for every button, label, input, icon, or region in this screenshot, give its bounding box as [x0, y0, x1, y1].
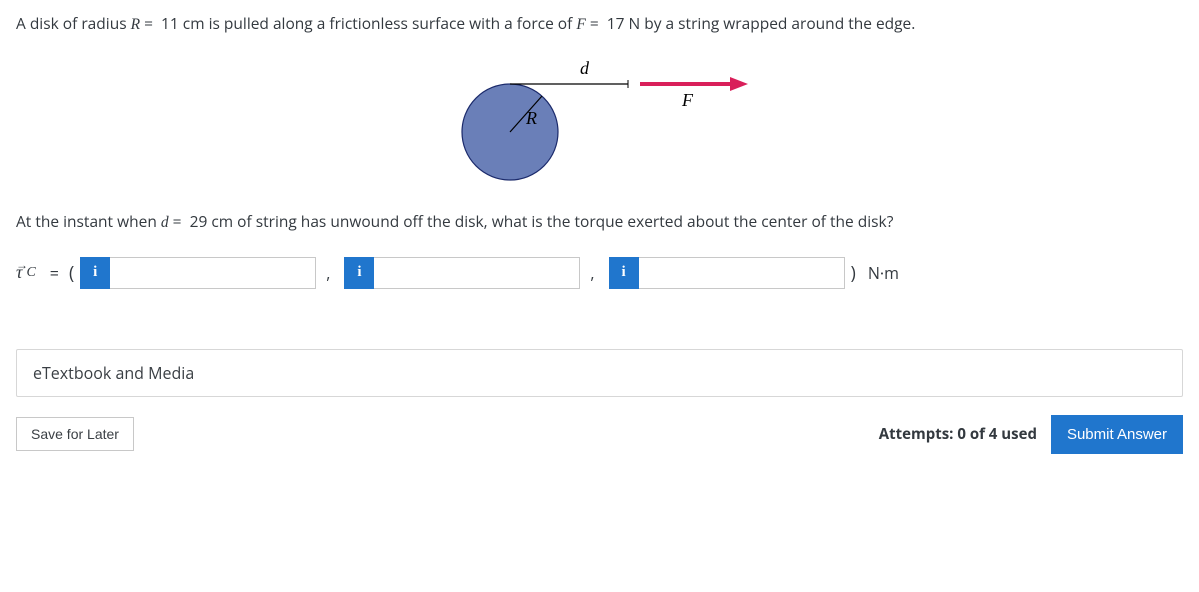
input-group-3: i: [609, 257, 845, 289]
q1-post: by a string wrapped around the edge.: [640, 12, 915, 34]
physics-diagram: R d F: [430, 42, 770, 192]
torque-y-input[interactable]: [374, 257, 580, 289]
q2-pre: At the instant when: [16, 210, 161, 232]
question-line-1: A disk of radius R = 11 cm is pulled alo…: [16, 12, 1183, 36]
attempts-label: Attempts: 0 of 4 used: [879, 424, 1037, 444]
var-R: R: [131, 16, 140, 33]
d-label: d: [580, 58, 590, 78]
var-F: F: [576, 16, 585, 33]
d-value: 29 cm: [190, 210, 234, 232]
unit-label: N·m: [868, 262, 899, 284]
answer-row: → τ C = ( i , i , i ) N·m: [16, 257, 1183, 289]
radius-label: R: [525, 108, 537, 128]
open-paren: (: [69, 261, 74, 285]
tau-symbol: → τ: [16, 262, 24, 283]
torque-x-input[interactable]: [110, 257, 316, 289]
eq2: =: [586, 12, 603, 34]
info-icon[interactable]: i: [609, 257, 639, 289]
question-line-2: At the instant when d = 29 cm of string …: [16, 210, 1183, 234]
var-d: d: [161, 214, 169, 231]
torque-z-input[interactable]: [639, 257, 845, 289]
R-value: 11 cm: [161, 12, 205, 34]
save-for-later-button[interactable]: Save for Later: [16, 417, 134, 451]
submit-answer-button[interactable]: Submit Answer: [1051, 415, 1183, 454]
q1-pre: A disk of radius: [16, 12, 131, 34]
eq3: =: [169, 210, 186, 232]
input-group-2: i: [344, 257, 580, 289]
eq1: =: [140, 12, 157, 34]
right-actions: Attempts: 0 of 4 used Submit Answer: [879, 415, 1183, 454]
info-icon[interactable]: i: [80, 257, 110, 289]
equals-sign: =: [50, 262, 59, 284]
q2-post: of string has unwound off the disk, what…: [233, 210, 893, 232]
comma-1: ,: [326, 262, 330, 284]
info-icon[interactable]: i: [344, 257, 374, 289]
q1-mid: is pulled along a frictionless surface w…: [205, 12, 577, 34]
comma-2: ,: [590, 262, 594, 284]
diagram-container: R d F: [16, 42, 1183, 192]
F-label: F: [681, 90, 694, 110]
close-paren: ): [851, 261, 856, 285]
input-group-1: i: [80, 257, 316, 289]
F-value: 17 N: [607, 12, 640, 34]
footer-row: Save for Later Attempts: 0 of 4 used Sub…: [16, 415, 1183, 454]
etextbook-media-button[interactable]: eTextbook and Media: [16, 349, 1183, 397]
vector-arrow-icon: →: [16, 258, 28, 273]
